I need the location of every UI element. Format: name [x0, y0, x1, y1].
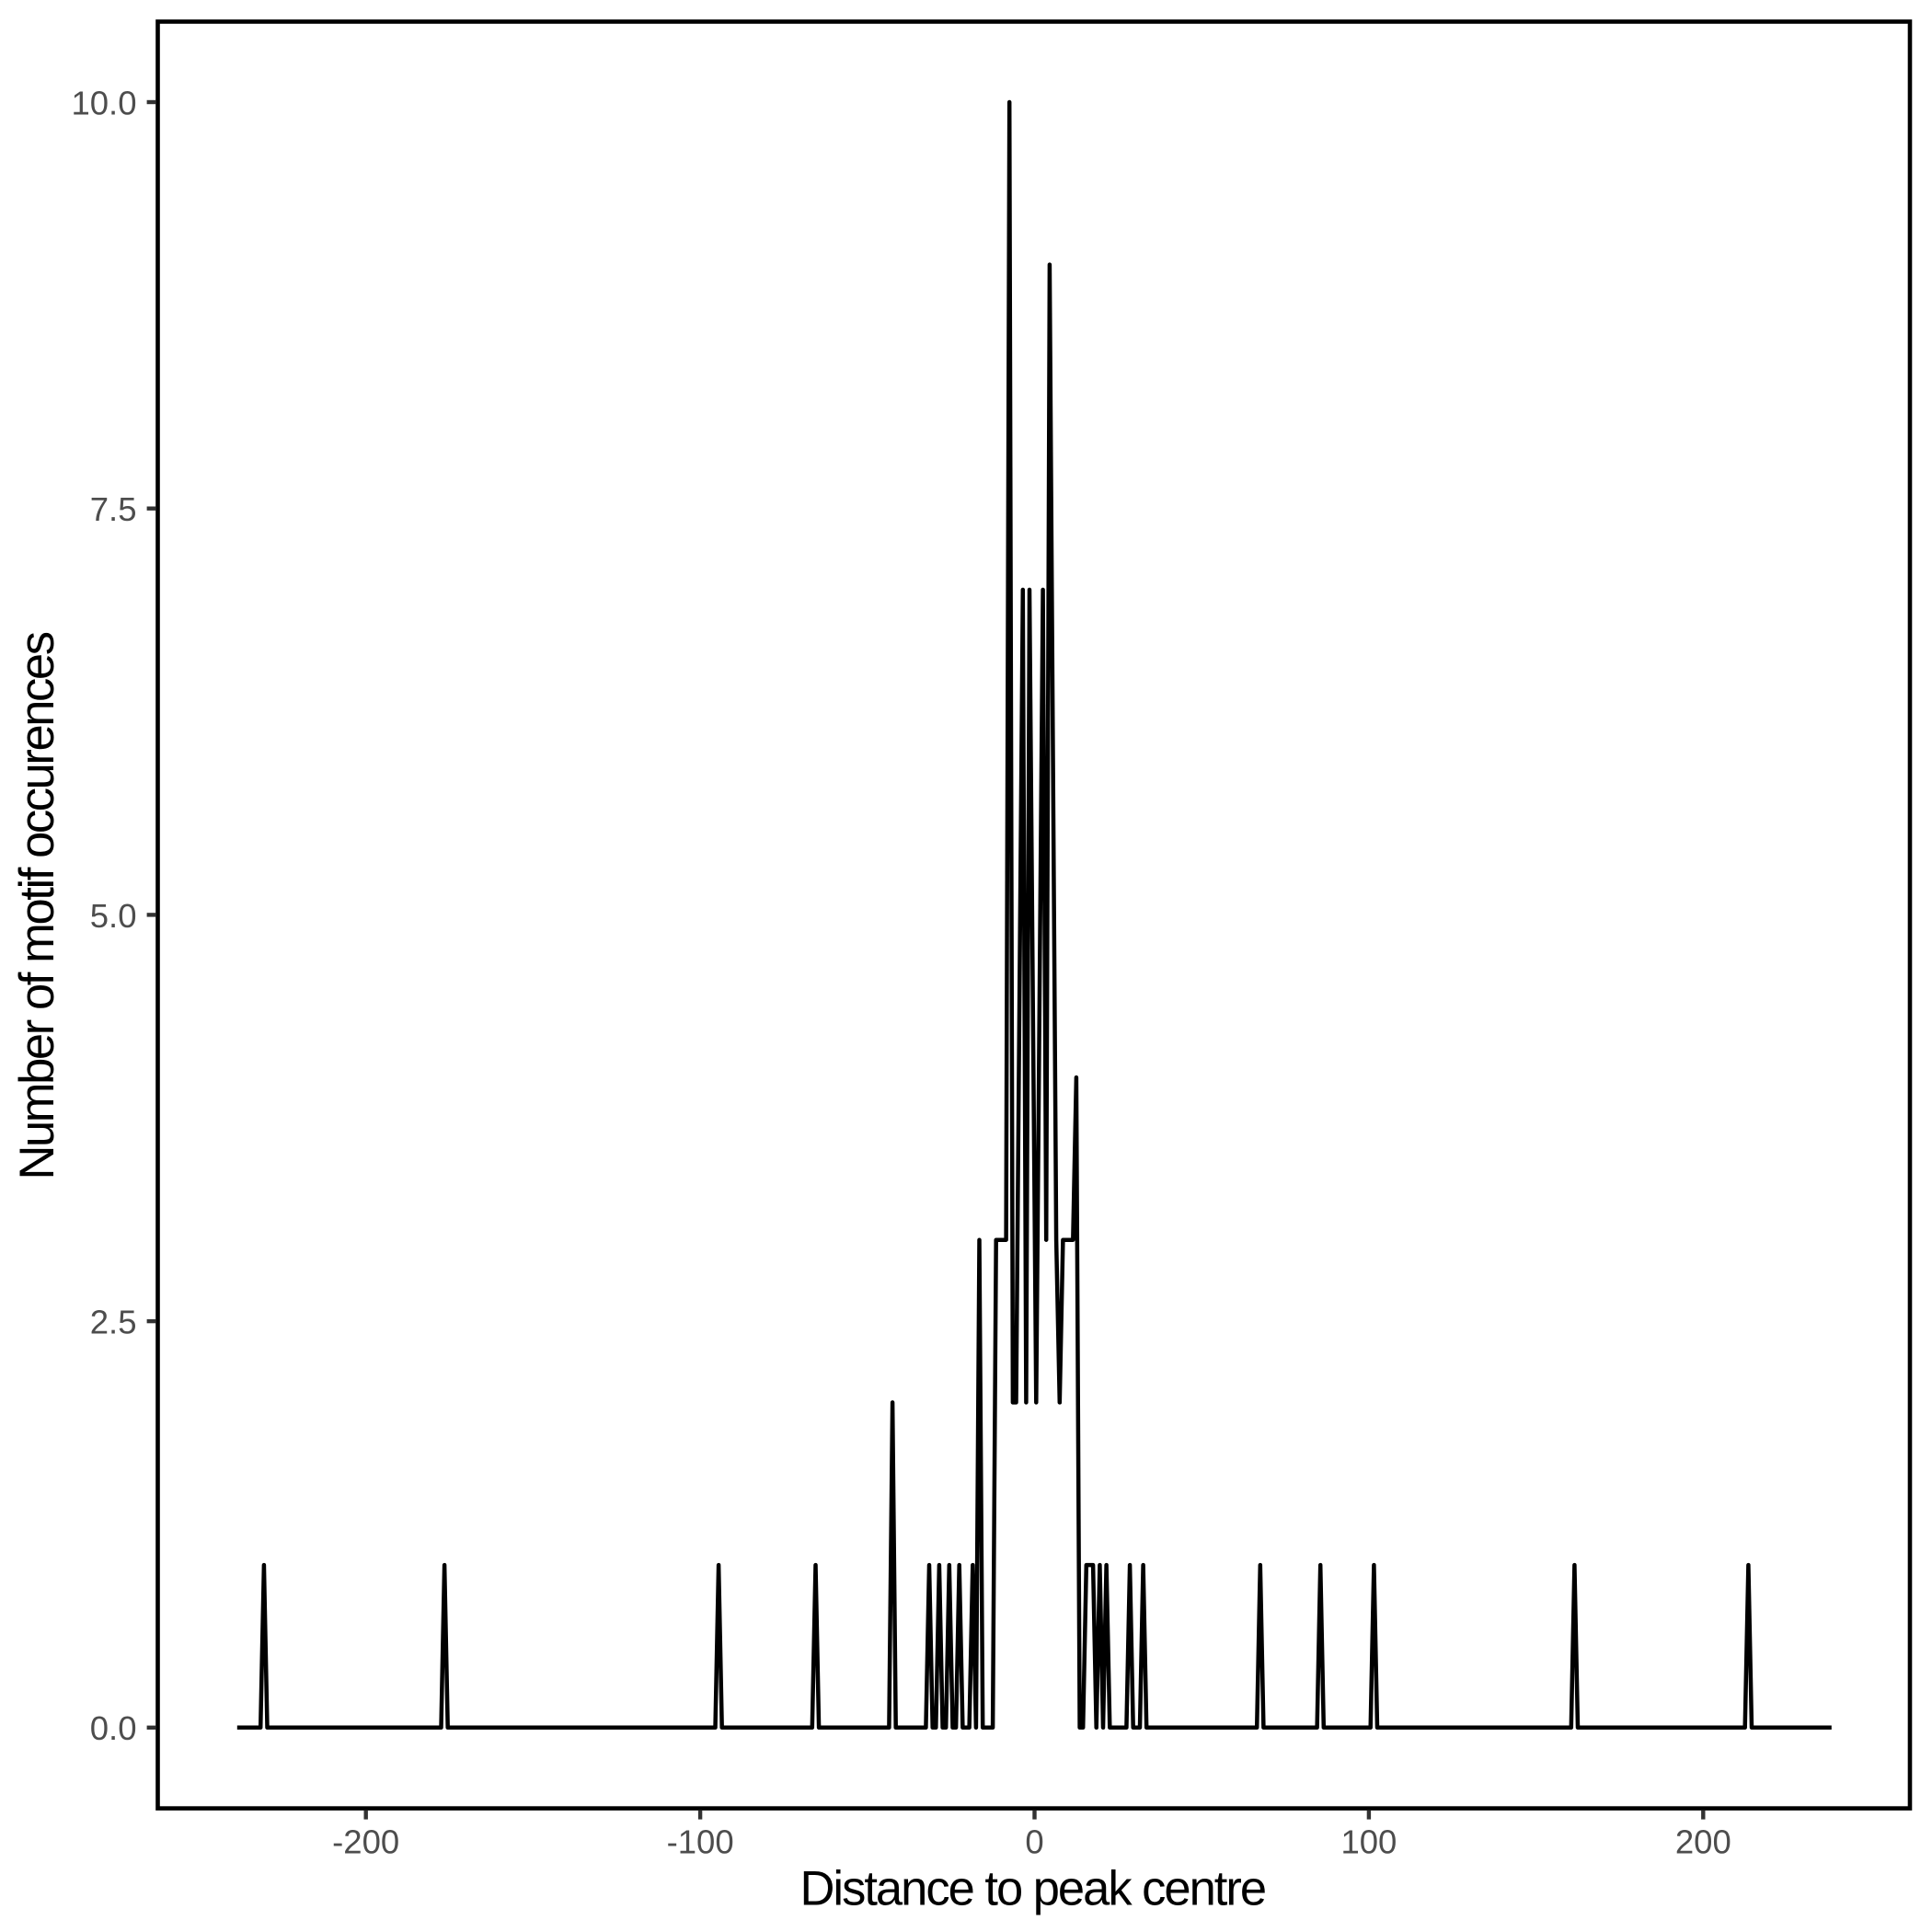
svg-text:0.0: 0.0: [90, 1709, 137, 1747]
svg-text:Number of motif occurences: Number of motif occurences: [10, 632, 64, 1179]
svg-text:Distance to peak centre: Distance to peak centre: [800, 1862, 1266, 1916]
svg-text:0: 0: [1025, 1823, 1043, 1861]
svg-text:-200: -200: [332, 1823, 399, 1861]
svg-text:2.5: 2.5: [90, 1304, 137, 1341]
svg-text:200: 200: [1675, 1823, 1731, 1861]
svg-text:7.5: 7.5: [90, 490, 137, 528]
svg-text:5.0: 5.0: [90, 897, 137, 935]
svg-text:100: 100: [1340, 1823, 1397, 1861]
svg-text:10.0: 10.0: [71, 84, 136, 121]
svg-text:-100: -100: [667, 1823, 734, 1861]
